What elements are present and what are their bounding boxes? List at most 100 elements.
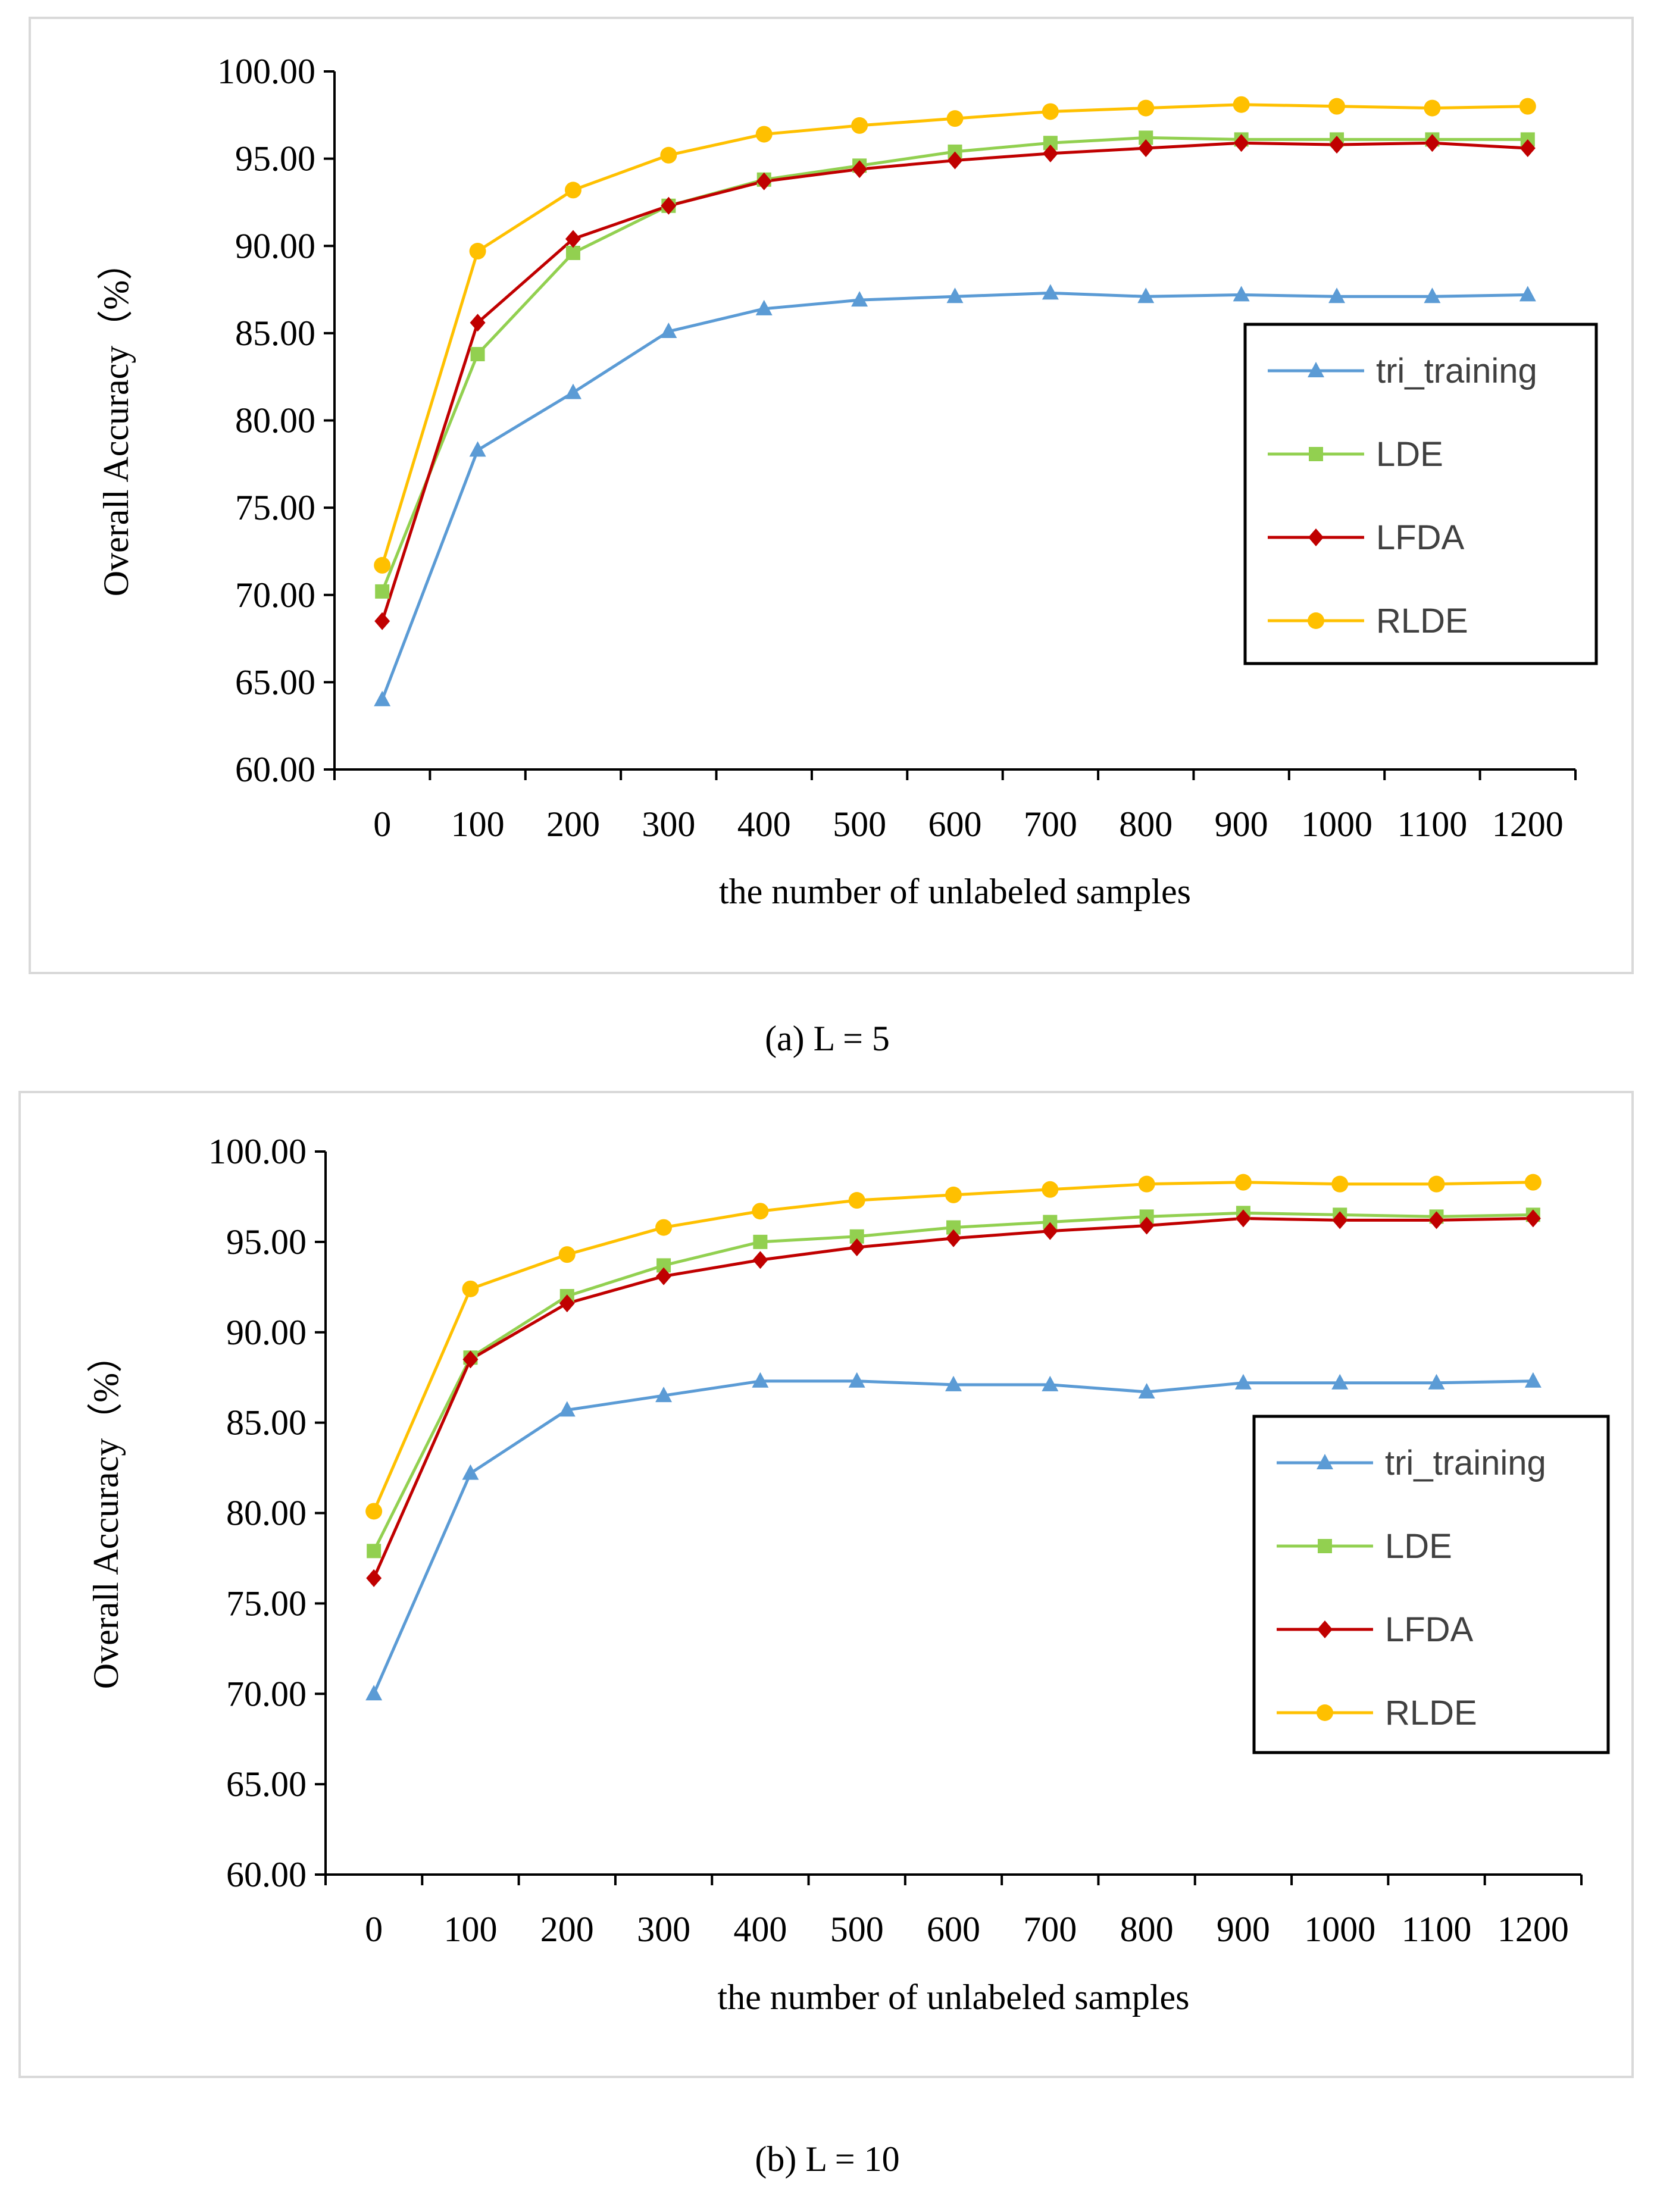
data-point-RLDE — [1428, 1175, 1445, 1193]
x-tick-label: 1100 — [1402, 1910, 1472, 1949]
chart-panel-b: 60.00 65.00 70.00 75.00 80.00 85.00 90.00 95.00… — [18, 1091, 1634, 2179]
data-point-LFDA — [1428, 1211, 1444, 1229]
legend-label: tri_training — [1385, 1444, 1546, 1482]
x-tick-label: 1200 — [1492, 805, 1564, 844]
data-point-RLDE — [1137, 99, 1155, 117]
data-point-RLDE — [1424, 99, 1441, 117]
data-point-RLDE — [374, 556, 391, 574]
x-tick-label: 900 — [1215, 805, 1268, 844]
data-point-tri_training — [945, 1375, 962, 1391]
data-point-RLDE — [752, 1203, 769, 1220]
data-point-tri_training — [1428, 1373, 1445, 1390]
data-point-RLDE — [1138, 1175, 1155, 1193]
x-tick-label: 800 — [1120, 1910, 1174, 1949]
legend-swatch-marker — [1308, 528, 1324, 546]
x-tick-label: 500 — [830, 1910, 884, 1949]
data-point-tri_training — [851, 291, 868, 307]
legend-swatch-marker — [1308, 612, 1324, 629]
y-tick-label: 65.00 — [226, 1764, 307, 1804]
data-point-LFDA — [1233, 134, 1249, 152]
data-point-LFDA — [1332, 1211, 1348, 1229]
data-point-RLDE — [851, 117, 868, 134]
y-tick-label: 85.00 — [235, 314, 315, 353]
y-tick-label: 75.00 — [235, 488, 315, 527]
data-point-LFDA — [1519, 139, 1536, 158]
data-point-LDE — [565, 245, 580, 260]
data-point-tri_training — [1519, 286, 1536, 302]
data-point-tri_training — [1233, 286, 1250, 302]
data-point-tri_training — [1331, 1373, 1349, 1390]
legend-label: LFDA — [1376, 518, 1465, 557]
data-point-tri_training — [755, 299, 773, 315]
data-point-LFDA — [756, 172, 772, 190]
legend-label: RLDE — [1385, 1694, 1477, 1732]
data-point-LFDA — [752, 1251, 768, 1269]
x-tick-label: 0 — [373, 805, 391, 844]
data-point-tri_training — [752, 1372, 769, 1388]
data-point-LDE — [367, 1544, 382, 1559]
data-point-RLDE — [1328, 98, 1346, 115]
data-point-LFDA — [1138, 139, 1154, 158]
data-point-RLDE — [1234, 1174, 1252, 1191]
data-point-RLDE — [660, 146, 677, 164]
x-tick-label: 100 — [451, 805, 505, 844]
x-tick-label: 300 — [642, 805, 695, 844]
data-point-LDE — [470, 347, 485, 362]
x-tick-label: 0 — [365, 1910, 383, 1949]
data-point-RLDE — [655, 1219, 673, 1236]
legend-label: LDE — [1385, 1527, 1452, 1566]
data-point-LFDA — [947, 151, 963, 170]
data-point-LFDA — [656, 1267, 672, 1285]
legend-box — [1243, 323, 1598, 665]
data-point-LFDA — [1329, 136, 1345, 154]
x-tick-label: 600 — [927, 1910, 980, 1949]
data-point-RLDE — [469, 243, 486, 260]
y-tick-label: 80.00 — [226, 1494, 307, 1533]
legend-swatch-marker — [1317, 1704, 1333, 1721]
x-tick-label: 700 — [1024, 805, 1077, 844]
x-tick-label: 1000 — [1301, 805, 1372, 844]
data-point-tri_training — [1234, 1373, 1252, 1390]
data-point-tri_training — [1042, 1375, 1059, 1391]
data-point-RLDE — [462, 1280, 479, 1297]
y-tick-label: 90.00 — [235, 226, 315, 265]
legend-swatch-marker — [1318, 1539, 1332, 1553]
y-tick-label: 65.00 — [235, 662, 315, 702]
data-point-RLDE — [1042, 103, 1059, 120]
legend-label: LDE — [1376, 435, 1443, 474]
data-point-LDE — [753, 1234, 768, 1249]
data-point-tri_training — [1424, 287, 1441, 304]
legend-swatch-marker — [1309, 447, 1323, 461]
data-point-tri_training — [469, 441, 486, 457]
data-point-tri_training — [1137, 287, 1155, 304]
data-point-tri_training — [1524, 1372, 1542, 1388]
y-tick-label: 70.00 — [226, 1674, 307, 1713]
data-point-RLDE — [1042, 1181, 1059, 1198]
data-point-RLDE — [946, 110, 964, 127]
y-axis-title: Overall Accuracy（%） — [86, 1337, 126, 1689]
legend-swatch-marker — [1317, 1454, 1333, 1469]
chart-panel-a: 60.00 65.00 70.00 75.00 80.00 85.00 90.00 95.00… — [29, 17, 1634, 1058]
data-point-tri_training — [655, 1387, 673, 1403]
x-tick-label: 100 — [443, 1910, 497, 1949]
y-tick-label: 75.00 — [226, 1584, 307, 1623]
data-point-LFDA — [366, 1569, 382, 1587]
data-point-RLDE — [564, 182, 581, 199]
data-point-LDE — [1043, 1215, 1058, 1229]
data-point-LDE — [375, 584, 390, 599]
data-point-LFDA — [565, 230, 581, 248]
legend-label: RLDE — [1376, 602, 1468, 640]
data-point-tri_training — [848, 1372, 865, 1388]
y-tick-label: 90.00 — [226, 1313, 307, 1352]
data-point-tri_training — [558, 1401, 576, 1417]
data-point-LFDA — [559, 1294, 575, 1313]
data-point-tri_training — [365, 1685, 383, 1701]
data-point-tri_training — [660, 322, 677, 338]
data-point-RLDE — [1519, 98, 1536, 115]
data-point-RLDE — [1233, 96, 1250, 113]
data-point-RLDE — [755, 126, 773, 143]
x-tick-label: 1100 — [1397, 805, 1468, 844]
data-point-tri_training — [374, 690, 391, 706]
data-point-RLDE — [558, 1246, 576, 1263]
legend-swatch-marker — [1317, 1620, 1333, 1638]
